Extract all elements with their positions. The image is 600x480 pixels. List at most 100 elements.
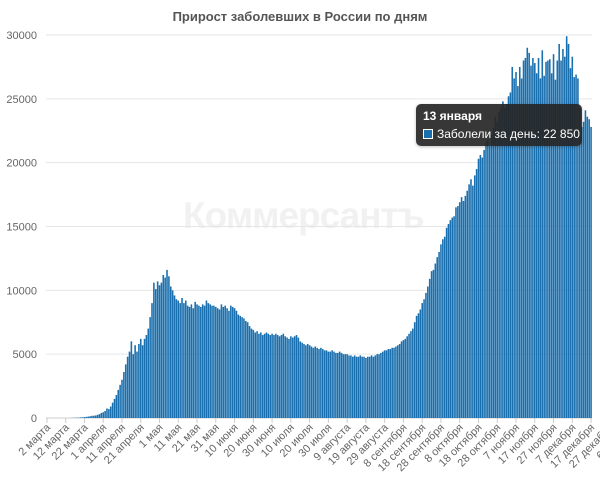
bar[interactable] <box>470 179 472 418</box>
bar[interactable] <box>241 317 243 418</box>
bar[interactable] <box>305 345 307 418</box>
bar[interactable] <box>340 352 343 418</box>
bar[interactable] <box>108 409 110 418</box>
bar[interactable] <box>185 300 187 418</box>
bar[interactable] <box>276 335 279 418</box>
bar[interactable] <box>507 96 510 418</box>
bar[interactable] <box>427 286 429 419</box>
bar[interactable] <box>286 337 288 418</box>
bar[interactable] <box>87 416 90 418</box>
bar[interactable] <box>109 406 112 418</box>
bar[interactable] <box>196 304 198 418</box>
bar[interactable] <box>580 126 583 419</box>
bar[interactable] <box>577 78 579 418</box>
bar[interactable] <box>547 60 549 418</box>
bar[interactable] <box>500 107 502 419</box>
bar[interactable] <box>447 223 450 418</box>
bar[interactable] <box>468 184 470 418</box>
bar[interactable] <box>205 300 208 418</box>
bar[interactable] <box>419 309 422 418</box>
bar[interactable] <box>351 356 354 418</box>
bar[interactable] <box>357 356 360 418</box>
bar[interactable] <box>284 336 287 418</box>
bar[interactable] <box>562 49 564 418</box>
bar[interactable] <box>111 402 114 418</box>
bar[interactable] <box>226 308 228 418</box>
bar[interactable] <box>346 354 348 418</box>
bar[interactable] <box>102 412 105 418</box>
bar[interactable] <box>323 350 326 418</box>
bar[interactable] <box>79 417 82 418</box>
bar[interactable] <box>367 356 369 418</box>
bar[interactable] <box>539 78 542 418</box>
bar[interactable] <box>173 295 176 418</box>
bar[interactable] <box>567 43 570 418</box>
bar[interactable] <box>198 305 200 418</box>
bar[interactable] <box>344 354 347 418</box>
bar[interactable] <box>181 297 183 418</box>
bar[interactable] <box>503 107 506 419</box>
bar[interactable] <box>156 281 159 418</box>
bar[interactable] <box>582 121 585 418</box>
bar[interactable] <box>535 73 538 419</box>
bar[interactable] <box>363 356 365 418</box>
bar[interactable] <box>104 410 106 418</box>
bar[interactable] <box>412 328 414 418</box>
bar[interactable] <box>485 142 487 419</box>
bar[interactable] <box>423 299 425 418</box>
bar[interactable] <box>571 56 574 418</box>
bar[interactable] <box>432 269 435 418</box>
bar[interactable] <box>359 355 362 418</box>
bar[interactable] <box>318 349 320 418</box>
bar[interactable] <box>353 355 356 418</box>
bar[interactable] <box>141 345 144 418</box>
bar[interactable] <box>526 47 529 419</box>
bar[interactable] <box>209 304 211 418</box>
bar[interactable] <box>254 332 256 418</box>
bar[interactable] <box>98 414 101 418</box>
bar[interactable] <box>545 61 547 419</box>
bar[interactable] <box>579 107 581 419</box>
bar[interactable] <box>215 306 217 418</box>
bar[interactable] <box>245 320 247 418</box>
bar[interactable] <box>169 286 172 419</box>
bar[interactable] <box>533 63 536 419</box>
bar[interactable] <box>552 54 555 419</box>
bar[interactable] <box>335 352 337 418</box>
bar[interactable] <box>168 276 170 418</box>
bar[interactable] <box>376 354 378 418</box>
bar[interactable] <box>440 244 442 418</box>
bar[interactable] <box>434 263 437 418</box>
bar[interactable] <box>378 354 380 418</box>
bar[interactable] <box>457 206 459 418</box>
bar[interactable] <box>237 314 240 418</box>
bar[interactable] <box>528 52 530 419</box>
bar[interactable] <box>550 73 553 419</box>
bar[interactable] <box>443 236 446 418</box>
bar[interactable] <box>327 351 330 418</box>
bar[interactable] <box>321 349 324 418</box>
bar[interactable] <box>365 358 367 418</box>
bar[interactable] <box>312 347 315 418</box>
bar-series[interactable] <box>70 36 592 419</box>
bar[interactable] <box>380 352 382 418</box>
bar[interactable] <box>282 333 285 418</box>
bar[interactable] <box>267 333 270 418</box>
bar[interactable] <box>119 384 121 418</box>
bar[interactable] <box>177 300 180 418</box>
bar[interactable] <box>404 338 407 418</box>
bar[interactable] <box>430 271 433 418</box>
bar[interactable] <box>513 78 515 418</box>
bar[interactable] <box>464 195 467 418</box>
bar[interactable] <box>273 335 275 418</box>
bar[interactable] <box>162 275 165 418</box>
bar[interactable] <box>306 343 309 418</box>
bar[interactable] <box>218 309 221 418</box>
bar[interactable] <box>128 351 131 418</box>
bar[interactable] <box>590 126 592 419</box>
bar[interactable] <box>190 304 193 418</box>
bar[interactable] <box>228 310 230 418</box>
bar[interactable] <box>145 335 148 418</box>
bar[interactable] <box>149 317 151 418</box>
bar[interactable] <box>94 415 97 418</box>
